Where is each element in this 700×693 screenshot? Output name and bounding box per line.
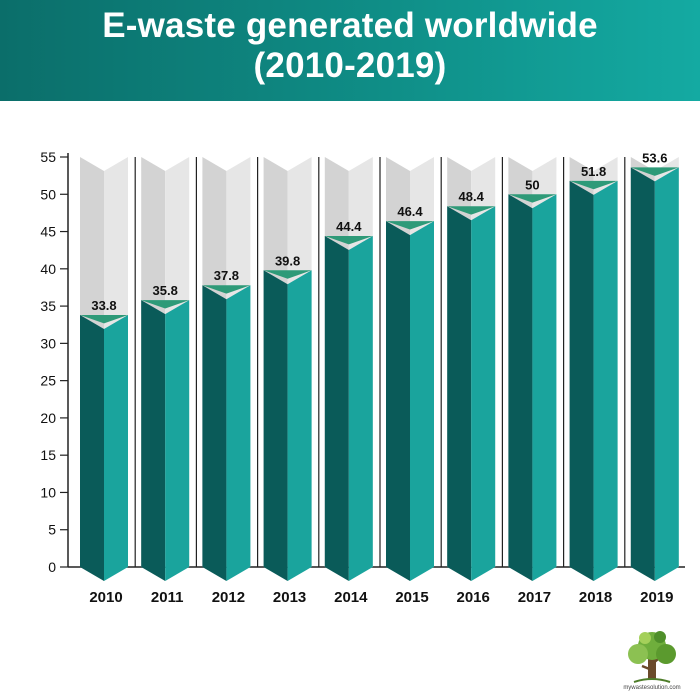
y-tick-label: 30 [40,335,56,351]
x-tick-label: 2014 [334,589,368,606]
bar-cap [263,270,312,279]
bar-left-face [508,194,533,581]
title-banner: E-waste generated worldwide (2010-2019) [0,0,700,101]
bar-cap [202,285,251,294]
bar-left-face [386,221,410,581]
logo-text: mywastesolution.com [623,685,681,691]
bar-cap [324,236,373,245]
bar-right-face [410,221,434,581]
x-tick-label: 2018 [579,589,612,606]
y-tick-label: 45 [40,224,56,240]
bar-value-label: 33.8 [91,298,116,313]
bar-left-face [80,315,104,581]
bar-left-face [202,285,227,581]
bar-left-face [569,180,594,581]
bar-cap [447,206,496,215]
bar-value-label: 51.8 [581,164,606,179]
bar-right-face [348,236,373,581]
x-tick-label: 2015 [395,589,428,606]
bar-left-face [630,167,655,581]
y-tick-label: 50 [40,186,56,202]
x-tick-label: 2011 [151,589,184,606]
chart-title: E-waste generated worldwide [102,6,598,45]
bar-cap [630,167,679,176]
bar-right-face [226,285,251,581]
bar-cap [569,180,618,190]
x-tick-label: 2013 [273,589,306,606]
bar-value-label: 53.6 [642,150,667,165]
y-tick-label: 25 [40,373,56,389]
bar-value-label: 46.4 [397,204,423,219]
bar-left-face [263,270,288,581]
bar-value-label: 44.4 [336,219,362,234]
x-tick-label: 2019 [640,589,673,606]
x-tick-label: 2016 [457,589,490,606]
bar-cap [141,300,190,309]
chart-title-years: (2010-2019) [253,46,447,85]
bar-left-face [447,206,472,581]
bar-right-face [532,194,557,581]
bar-value-label: 50 [525,177,539,192]
y-tick-label: 0 [48,559,56,575]
bar-chart: 0 5 10 15 20 25 30 35 40 45 50 55 33.8 2010 35.8 2011 37… [40,149,685,606]
y-tick-label: 40 [40,261,56,277]
bar-cap [80,315,128,324]
bar-value-label: 37.8 [214,268,239,283]
bar-right-face [165,300,190,581]
x-tick-label: 2010 [89,589,122,606]
bar-left-face [324,236,349,581]
bar-cap [508,194,557,203]
bar-value-label: 35.8 [153,283,178,298]
bar-right-face [471,206,496,581]
bar-value-label: 48.4 [459,189,485,204]
y-tick-label: 20 [40,410,56,426]
tree-logo-icon [628,631,676,683]
y-tick-label: 15 [40,447,56,463]
bar-right-face [593,180,618,581]
x-tick-label: 2012 [212,589,245,606]
bar-cap [386,221,434,230]
bar-right-face [287,270,312,581]
x-tick-label: 2017 [518,589,551,606]
bar-right-face [104,315,128,581]
y-tick-label: 10 [40,484,56,500]
bar-left-face [141,300,166,581]
y-tick-label: 5 [48,522,56,538]
y-tick-label: 55 [40,149,56,165]
y-tick-label: 35 [40,298,56,314]
bar-right-face [654,167,679,581]
bar-value-label: 39.8 [275,253,300,268]
brand-logo: mywastesolution.com [612,626,692,693]
